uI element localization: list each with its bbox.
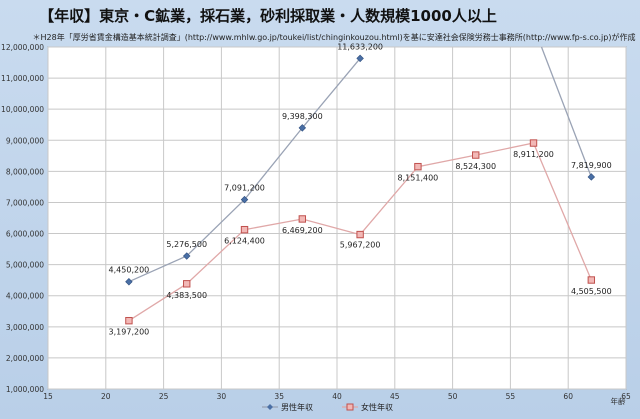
data-label: 5,276,500: [166, 240, 207, 249]
series-male: 4,450,200 5,276,500 7,091,200 9,398,300 11,6…: [109, 42, 612, 286]
data-point: [240, 225, 249, 234]
y-tick-label: 12,000,000: [1, 43, 44, 52]
y-tick-label: 1,000,000: [6, 385, 44, 394]
x-tick-label: 50: [448, 392, 458, 401]
x-tick-label: 60: [563, 392, 573, 401]
data-label: 11,633,200: [337, 42, 383, 51]
y-tick-label: 6,000,000: [6, 230, 44, 239]
x-tick-label: 40: [332, 392, 342, 401]
data-point: [529, 139, 538, 147]
y-tick-label: 9,000,000: [6, 136, 44, 145]
x-tick-label: 55: [506, 392, 516, 401]
data-label: 4,450,200: [109, 266, 150, 275]
y-tick-label: 10,000,000: [1, 105, 44, 114]
data-point: [298, 124, 307, 132]
legend-label: 男性年収: [281, 402, 313, 412]
legend-label: 女性年収: [361, 402, 393, 412]
data-point: [240, 195, 249, 204]
y-tick-label: 4,000,000: [6, 292, 44, 301]
y-axis-ticks: 1,000,000 2,000,000 3,000,000 4,000,000 5,00…: [1, 43, 44, 394]
data-point: [298, 215, 307, 223]
y-tick-label: 2,000,000: [6, 354, 44, 363]
x-tick-label: 25: [159, 392, 169, 401]
data-point: [356, 54, 364, 63]
x-axis-ticks: 15 20 25 30 35 40 45 50 55 60 65: [43, 392, 631, 401]
data-label: 7,819,900: [571, 161, 612, 170]
legend-item-male: 男性年収: [262, 402, 313, 412]
data-label: 8,911,200: [513, 150, 554, 159]
legend-marker: [346, 403, 354, 411]
y-tick-label: 11,000,000: [1, 74, 44, 83]
data-point: [414, 162, 422, 171]
data-point: [356, 230, 364, 239]
data-point: [472, 151, 480, 159]
legend-marker: [267, 404, 273, 410]
x-tick-label: 15: [43, 392, 53, 401]
data-label: 6,469,200: [282, 226, 323, 235]
data-label: 6,124,400: [224, 237, 265, 246]
data-point: [183, 280, 191, 288]
y-tick-label: 7,000,000: [6, 198, 44, 207]
data-label: 8,151,400: [398, 174, 439, 183]
data-point: [587, 276, 596, 284]
gridlines: [47, 46, 627, 390]
data-point: [182, 252, 191, 260]
x-tick-label: 20: [101, 392, 111, 401]
y-tick-label: 8,000,000: [6, 167, 44, 176]
x-axis-label: 年齢: [611, 396, 626, 406]
data-label: 4,505,500: [571, 287, 612, 296]
data-label: 9,398,300: [282, 112, 323, 121]
x-tick-label: 30: [217, 392, 227, 401]
data-point: [587, 173, 596, 181]
y-tick-label: 5,000,000: [6, 261, 44, 270]
x-tick-label: 65: [621, 392, 631, 401]
x-tick-label: 45: [390, 392, 400, 401]
data-label: 8,524,300: [455, 162, 496, 171]
series-layer: 4,450,200 5,276,500 7,091,200 9,398,300 11,6…: [109, 42, 612, 336]
data-label: 7,091,200: [224, 184, 265, 193]
data-point: [125, 278, 133, 286]
legend-item-female: 女性年収: [342, 402, 393, 412]
series-female: 3,197,200 4,383,500 6,124,400 6,469,200 5,96…: [109, 139, 612, 337]
series-line: [540, 46, 592, 178]
x-tick-label: 35: [274, 392, 284, 401]
legend: 男性年収 女性年収: [262, 402, 393, 412]
chart-title: 【年収】東京・C鉱業，採石業，砂利採取業・人数規模1000人以上: [39, 7, 497, 25]
y-tick-label: 3,000,000: [6, 323, 44, 332]
chart-subtitle: ＊H28年「厚労省賃金構造基本統計調査」(http://www.mhlw.go.…: [33, 32, 636, 42]
data-label: 4,383,500: [166, 291, 207, 300]
data-label: 3,197,200: [109, 328, 150, 337]
data-point: [125, 316, 133, 325]
data-label: 5,967,200: [340, 241, 381, 250]
